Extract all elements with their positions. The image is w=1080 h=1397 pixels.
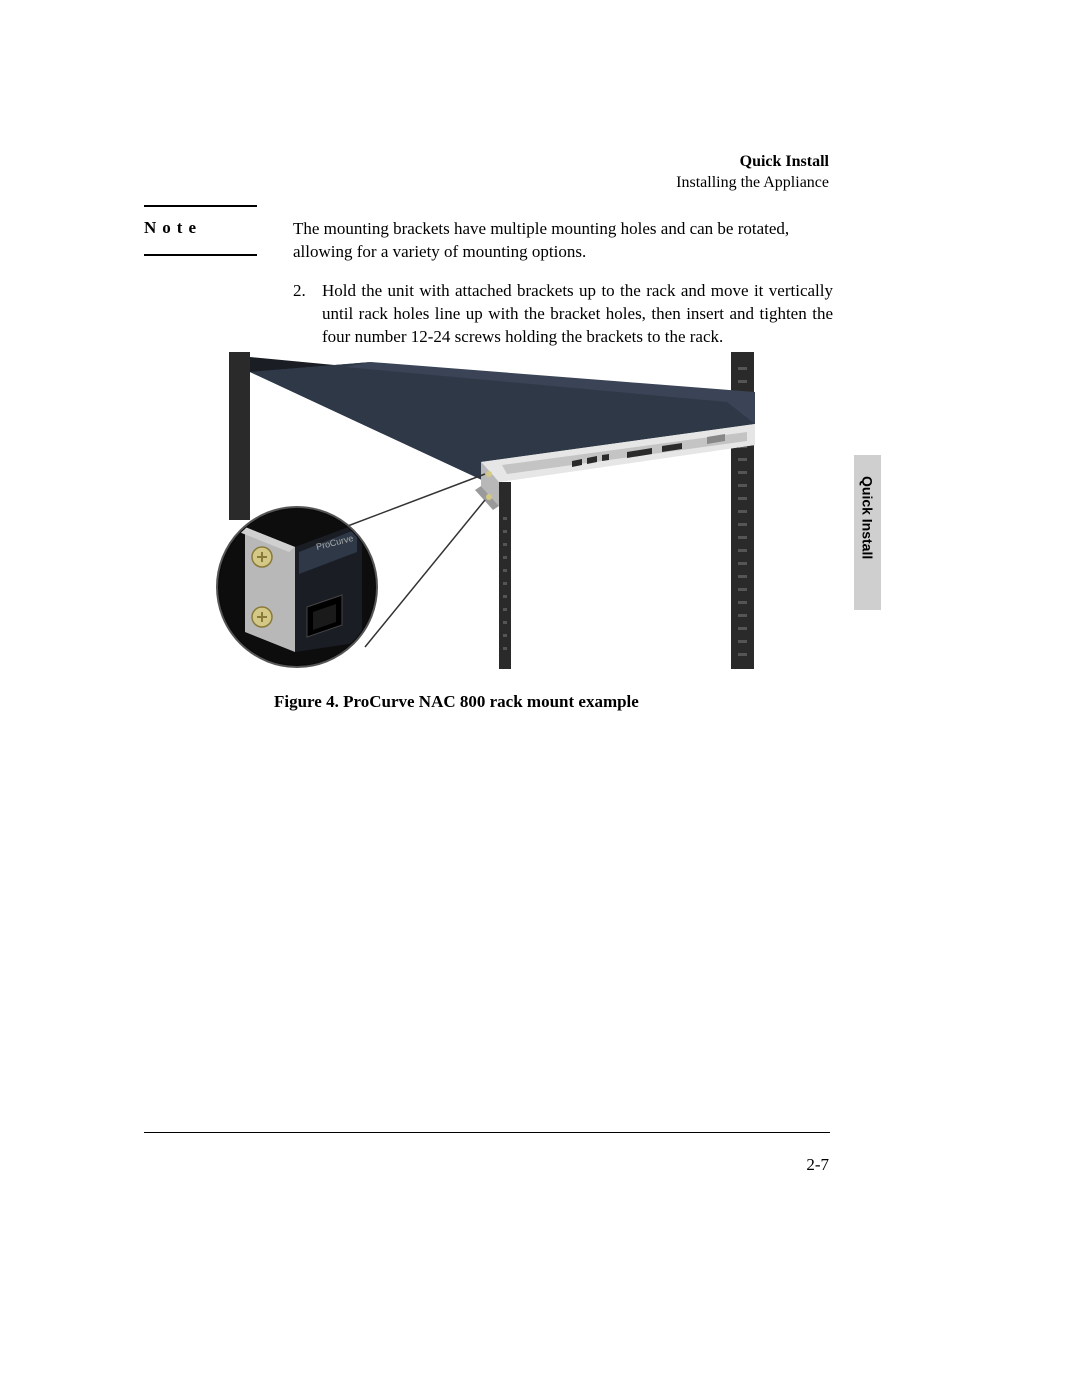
step-block: 2. Hold the unit with attached brackets … <box>293 280 833 349</box>
figure-caption: Figure 4. ProCurve NAC 800 rack mount ex… <box>274 692 639 712</box>
figure-image: ProCurve <box>207 352 776 669</box>
step-text: Hold the unit with attached brackets up … <box>322 280 833 349</box>
step-number: 2. <box>293 280 306 303</box>
footer-rule <box>144 1132 830 1133</box>
header-subtitle: Installing the Appliance <box>676 173 829 194</box>
note-label: Note <box>144 218 202 238</box>
side-tab-label: Quick Install <box>860 476 876 559</box>
header-title: Quick Install <box>676 152 829 173</box>
note-text: The mounting brackets have multiple moun… <box>293 218 833 264</box>
side-tab: Quick Install <box>854 455 881 610</box>
note-rule-bottom <box>144 254 257 256</box>
note-rule-top <box>144 205 257 207</box>
page-number: 2-7 <box>806 1155 829 1175</box>
